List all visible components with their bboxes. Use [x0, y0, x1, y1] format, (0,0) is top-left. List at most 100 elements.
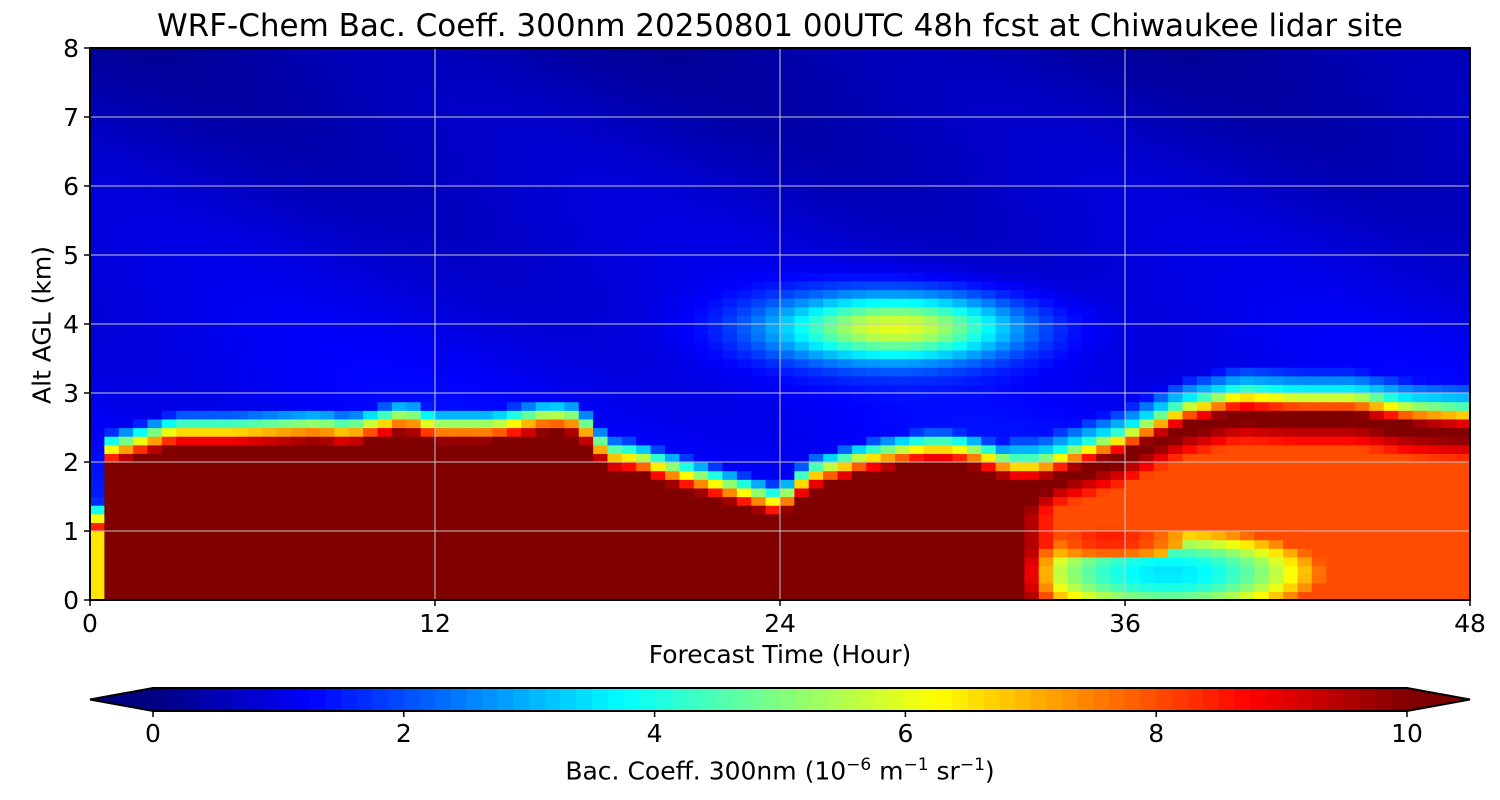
heatmap-cell — [650, 56, 666, 66]
heatmap-cell — [708, 487, 724, 498]
heatmap-cell — [650, 548, 666, 558]
heatmap-cell — [679, 324, 695, 334]
heatmap-cell — [1010, 117, 1025, 127]
heatmap-cell — [952, 453, 968, 463]
heatmap-cell — [535, 332, 551, 342]
heatmap-cell — [550, 125, 565, 135]
heatmap-cell — [406, 427, 422, 437]
heatmap-cell — [636, 246, 652, 256]
heatmap-cell — [1110, 99, 1126, 109]
heatmap-cell — [391, 298, 407, 308]
heatmap-cell — [880, 591, 896, 601]
heatmap-cell — [1010, 203, 1025, 213]
heatmap-cell — [621, 142, 637, 153]
heatmap-cell — [1053, 522, 1069, 532]
heatmap-cell — [1139, 211, 1155, 222]
heatmap-cell — [104, 237, 120, 247]
heatmap-cell — [650, 289, 666, 299]
heatmap-cell — [736, 453, 752, 463]
heatmap-cell — [593, 65, 609, 75]
heatmap-cell — [291, 565, 307, 575]
heatmap-cell — [535, 134, 551, 144]
heatmap-cell — [665, 444, 680, 454]
heatmap-cell — [1038, 117, 1054, 127]
heatmap-cell — [1024, 82, 1040, 92]
heatmap-cell — [492, 315, 508, 325]
heatmap-cell — [780, 341, 795, 351]
heatmap-cell — [679, 358, 695, 368]
heatmap-cell — [895, 82, 910, 92]
heatmap-cell — [190, 134, 206, 144]
heatmap-cell — [435, 280, 450, 291]
heatmap-cell — [305, 82, 321, 92]
heatmap-cell — [1110, 108, 1126, 118]
heatmap-cell — [995, 548, 1011, 558]
heatmap-cell — [1096, 211, 1112, 222]
heatmap-cell — [1182, 211, 1198, 222]
heatmap-cell — [377, 134, 393, 144]
heatmap-cell — [1139, 341, 1155, 351]
heatmap-cell — [564, 401, 580, 411]
heatmap-cell — [1053, 565, 1069, 575]
heatmap-cell — [708, 246, 724, 256]
heatmap-cell — [535, 401, 551, 411]
heatmap-cell — [363, 444, 379, 454]
heatmap-cell — [751, 280, 767, 291]
heatmap-cell — [262, 56, 278, 66]
heatmap-cell — [205, 505, 220, 515]
heatmap-cell — [291, 324, 307, 334]
heatmap-cell — [248, 203, 264, 213]
heatmap-cell — [722, 315, 738, 325]
heatmap-cell — [262, 186, 278, 196]
heatmap-cell — [420, 349, 436, 360]
heatmap-cell — [794, 496, 810, 506]
heatmap-cell — [90, 479, 105, 489]
heatmap-cell — [320, 255, 335, 265]
heatmap-cell — [190, 99, 206, 109]
heatmap-cell — [679, 548, 695, 558]
heatmap-cell — [377, 272, 393, 282]
heatmap-cell — [305, 341, 321, 351]
heatmap-cell — [320, 168, 335, 178]
heatmap-cell — [607, 91, 623, 101]
heatmap-cell — [276, 220, 292, 230]
heatmap-cell — [435, 341, 450, 351]
heatmap-cell — [736, 151, 752, 161]
heatmap-cell — [420, 289, 436, 299]
heatmap-cell — [1024, 410, 1040, 420]
heatmap-cell — [1024, 48, 1040, 58]
heatmap-cell — [391, 513, 407, 523]
heatmap-cell — [952, 324, 968, 334]
heatmap-cell — [995, 151, 1011, 161]
heatmap-cell — [1139, 220, 1155, 230]
heatmap-cell — [578, 349, 594, 360]
heatmap-cell — [981, 125, 997, 135]
heatmap-cell — [909, 263, 925, 273]
heatmap-cell — [880, 462, 896, 472]
heatmap-cell — [909, 108, 925, 118]
heatmap-cell — [334, 556, 350, 567]
heatmap-cell — [823, 211, 839, 222]
heatmap-cell — [550, 436, 565, 446]
heatmap-cell — [966, 505, 982, 515]
heatmap-cell — [161, 358, 177, 368]
heatmap-cell — [780, 142, 795, 153]
heatmap-cell — [1024, 125, 1040, 135]
heatmap-cell — [233, 349, 249, 360]
heatmap-cell — [435, 427, 450, 437]
heatmap-cell — [118, 513, 134, 523]
heatmap-cell — [348, 298, 364, 308]
heatmap-cell — [693, 177, 709, 187]
heatmap-cell — [233, 332, 249, 342]
heatmap-cell — [205, 117, 220, 127]
heatmap-cell — [391, 574, 407, 584]
heatmap-cell — [147, 513, 163, 523]
heatmap-cell — [161, 220, 177, 230]
heatmap-cell — [636, 427, 652, 437]
heatmap-cell — [650, 99, 666, 109]
heatmap-cell — [449, 168, 465, 178]
heatmap-cell — [118, 427, 134, 437]
heatmap-cell — [966, 341, 982, 351]
heatmap-cell — [765, 255, 781, 265]
heatmap-cell — [435, 384, 450, 394]
